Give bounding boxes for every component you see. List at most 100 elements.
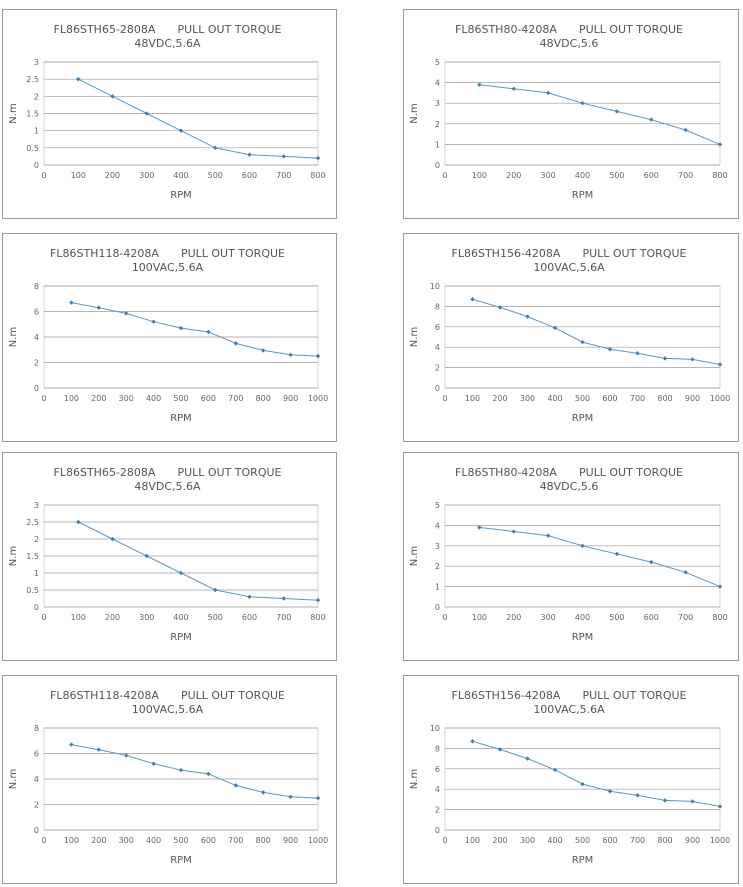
data-point [690,799,695,804]
x-tick-label: 200 [105,171,120,180]
plot-area [444,61,721,166]
y-tick-label: 0 [34,384,39,393]
y-tick-label: 10 [430,724,440,733]
data-point [233,783,238,788]
x-tick-label: 1000 [710,394,730,403]
chart-curve-name: PULL OUT TORQUE [181,689,285,702]
x-tick-label: 700 [276,171,291,180]
data-point [580,339,585,345]
data-point [717,362,723,367]
x-tick-label: 100 [64,394,79,403]
data-point [552,325,558,331]
data-point [717,142,723,147]
data-point [635,351,640,356]
y-tick-label: 2 [34,92,39,101]
chart-condition: 100VAC,5.6A [533,261,605,274]
chart-model-name: FL86STH118-4208A [50,247,159,260]
data-point [178,570,184,576]
chart-curve-name: PULL OUT TORQUE [579,23,683,36]
x-tick-label: 800 [256,394,271,403]
chart-curve-name: PULL OUT TORQUE [177,23,281,36]
chart-condition: 48VDC,5.6 [540,480,599,493]
y-tick-label: 4 [435,785,440,794]
y-tick-label: 4 [435,521,440,530]
torque-chart-panel-1: FL86STH65-2808A PULL OUT TORQUE 48VDC,5.6A… [2,9,337,219]
x-tick-label: 500 [173,836,188,845]
x-tick-label: 1000 [710,836,730,845]
plot-area [444,285,721,389]
data-point [247,594,252,599]
x-tick-label: 500 [575,394,590,403]
x-tick-label: 600 [242,613,257,622]
chart-title-line: FL86STH156-4208A PULL OUT TORQUE [452,247,687,260]
y-axis-label: N.m [8,546,19,566]
y-axis-label: N.m [409,546,420,566]
x-tick-label: 100 [71,171,86,180]
chart-svg: FL86STH65-2808A PULL OUT TORQUE48VDC,5.6A… [8,23,326,201]
x-tick-label: 500 [609,613,624,622]
y-tick-label: 1.5 [26,110,39,119]
x-tick-label: 0 [442,613,447,622]
x-tick-label: 400 [173,171,188,180]
y-tick-label: 0 [34,603,39,612]
x-tick-label: 900 [283,836,298,845]
y-axis-label: N.m [409,769,420,789]
data-point [511,86,516,91]
y-tick-label: 3 [34,58,39,67]
y-tick-label: 8 [435,744,440,753]
y-tick-label: 0 [435,384,440,393]
x-tick-label: 0 [442,836,447,845]
chart-condition: 100VAC,5.6A [533,703,605,716]
x-axis-label: RPM [170,632,192,643]
data-point [213,145,218,151]
x-tick-label: 700 [276,613,291,622]
x-tick-label: 800 [256,836,271,845]
y-tick-label: 2 [435,806,440,815]
y-tick-label: 1 [435,140,440,149]
chart-curve-name: PULL OUT TORQUE [582,689,686,702]
x-tick-label: 0 [41,836,46,845]
torque-chart-panel-3: FL86STH118-4208A PULL OUT TORQUE 100VAC,5.… [2,233,337,442]
data-point [315,353,321,359]
x-tick-label: 400 [146,836,161,845]
x-axis-label: RPM [170,413,192,424]
data-point [649,559,654,565]
data-point [288,794,293,800]
data-point [470,297,475,302]
chart-condition: 48VDC,5.6A [134,480,201,493]
data-point [614,109,620,114]
torque-chart-panel-5: FL86STH65-2808A PULL OUT TORQUE 48VDC,5.6A… [2,452,337,661]
data-point [525,756,530,761]
y-tick-label: 2 [34,359,39,368]
data-point [497,305,503,310]
data-point [649,117,654,122]
x-tick-label: 300 [540,613,555,622]
series-line [78,78,319,159]
x-tick-label: 100 [64,836,79,845]
data-point [247,152,252,157]
y-tick-label: 0.5 [26,144,39,153]
x-tick-label: 200 [91,394,106,403]
data-point [607,789,613,794]
x-tick-label: 300 [520,836,535,845]
data-point [96,305,101,310]
chart-svg: FL86STH65-2808A PULL OUT TORQUE48VDC,5.6A… [8,466,326,643]
data-point [315,598,321,603]
chart-title-line: FL86STH65-2808A PULL OUT TORQUE [54,23,282,36]
x-tick-label: 100 [472,613,487,622]
series-line [472,298,721,365]
series-line [78,521,319,601]
y-tick-label: 0 [34,161,39,170]
data-point [545,90,551,96]
y-tick-label: 2 [34,535,39,544]
x-tick-label: 600 [242,171,257,180]
x-axis-label: RPM [572,855,594,866]
y-tick-label: 3 [34,501,39,510]
y-tick-label: 0.5 [26,586,39,595]
data-point [206,771,211,777]
plot-area [444,727,721,831]
y-tick-label: 1 [34,569,39,578]
chart-model-name: FL86STH65-2808A [54,23,156,36]
data-point [178,767,184,773]
x-tick-label: 400 [547,836,562,845]
